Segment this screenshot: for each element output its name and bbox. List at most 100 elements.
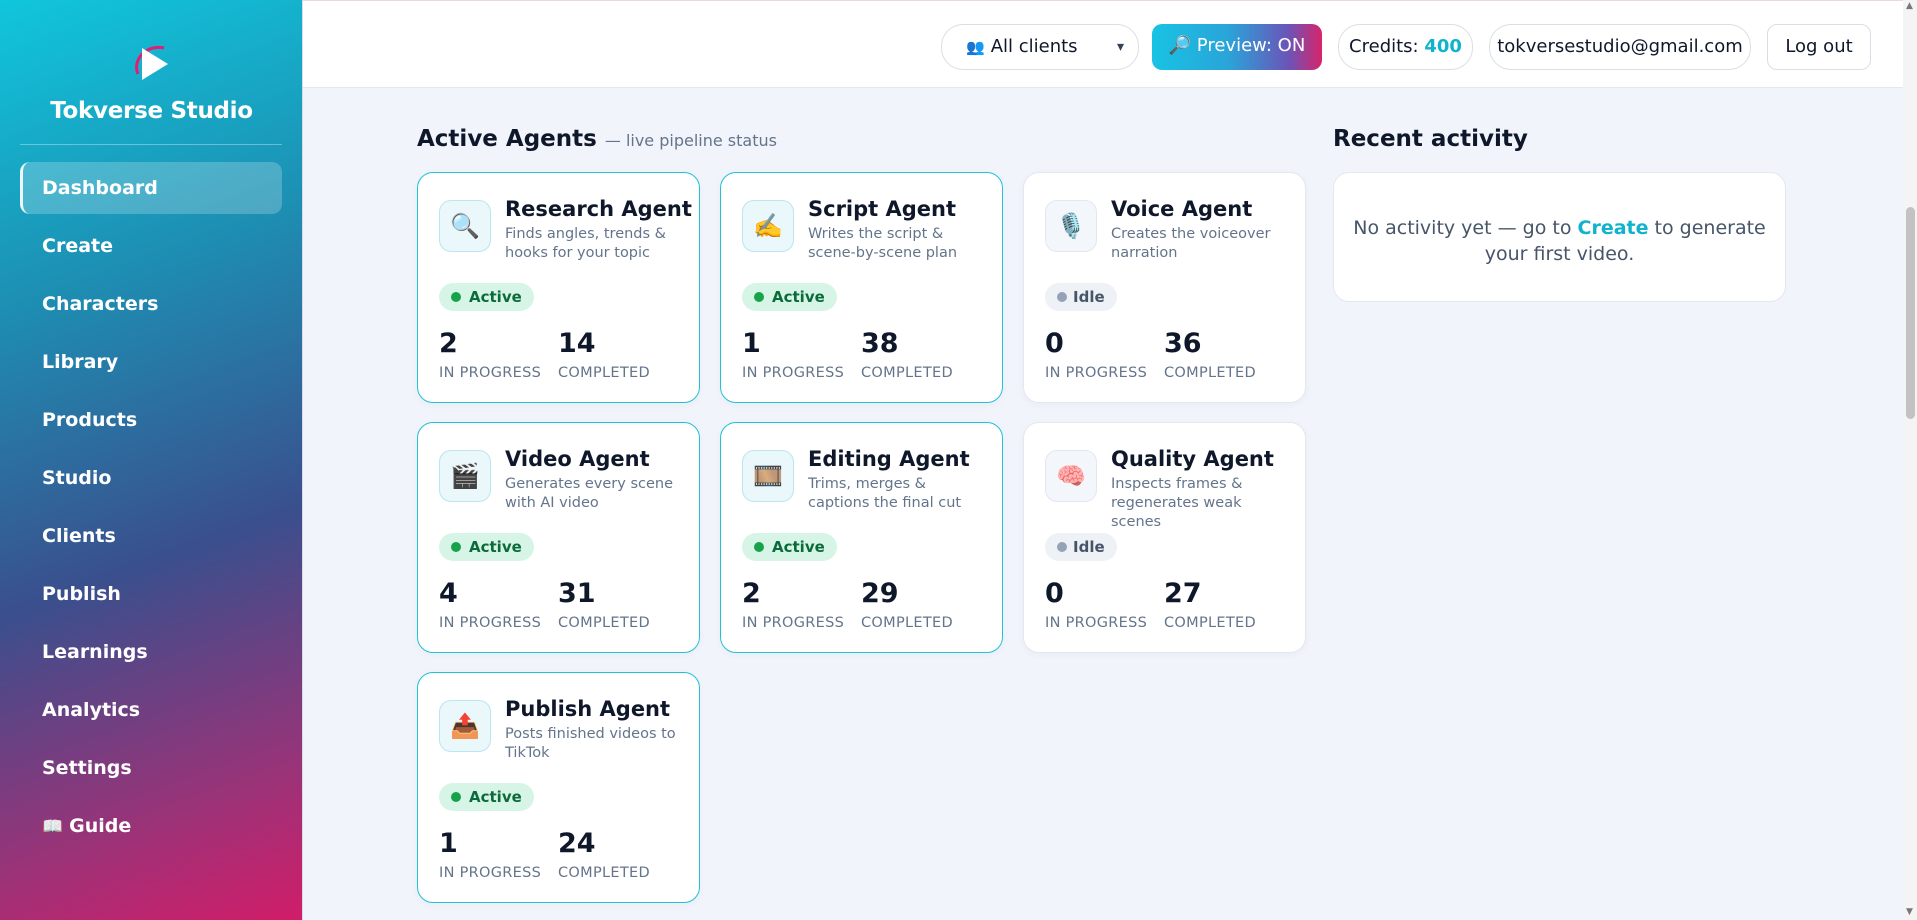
sidebar-item-library[interactable]: Library xyxy=(20,336,282,388)
scroll-up-arrow-icon[interactable]: ▲ xyxy=(1906,1,1913,11)
status-text: Active xyxy=(469,788,522,806)
agent-card-voice[interactable]: 🎙️ Voice Agent Creates the voiceover nar… xyxy=(1023,172,1306,403)
preview-toggle-button[interactable]: 🔎 Preview: ON xyxy=(1152,24,1322,70)
agent-description: Writes the script & scene-by-scene plan xyxy=(808,226,958,261)
status-badge: Idle xyxy=(1045,283,1117,311)
completed-count: 29 xyxy=(861,578,899,609)
brand-name: Tokverse Studio xyxy=(50,98,253,124)
brand[interactable]: Tokverse Studio xyxy=(0,40,303,124)
section-subtitle: — live pipeline status xyxy=(604,131,777,150)
sidebar-item-guide[interactable]: 📖 Guide xyxy=(20,800,282,852)
chevron-down-icon: ▾ xyxy=(1116,39,1124,55)
credits-value: 400 xyxy=(1424,36,1462,57)
agent-name: Research Agent xyxy=(505,197,692,221)
status-badge: Active xyxy=(439,533,534,561)
status-badge: Active xyxy=(439,283,534,311)
brain-icon: 🧠 xyxy=(1045,450,1097,502)
sidebar-item-dashboard[interactable]: Dashboard xyxy=(20,162,282,214)
agent-card-editing[interactable]: 🎞️ Editing Agent Trims, merges & caption… xyxy=(720,422,1003,653)
in-progress-count: 1 xyxy=(742,328,761,359)
in-progress-label: IN PROGRESS xyxy=(439,865,542,881)
agent-description: Generates every scene with AI video xyxy=(505,476,674,511)
completed-label: COMPLETED xyxy=(861,365,953,381)
status-text: Idle xyxy=(1073,288,1105,306)
sidebar-item-label: Library xyxy=(42,351,119,373)
in-progress-count: 0 xyxy=(1045,328,1064,359)
account-email[interactable]: tokversestudio@gmail.com xyxy=(1489,24,1751,70)
empty-state-text: No activity yet — go to xyxy=(1353,217,1572,239)
status-dot xyxy=(1057,542,1067,552)
status-text: Active xyxy=(772,288,825,306)
section-title: Active Agents xyxy=(417,126,597,152)
microphone-icon: 🎙️ xyxy=(1045,200,1097,252)
status-dot xyxy=(451,542,461,552)
status-dot xyxy=(451,792,461,802)
credits-badge: Credits: 400 xyxy=(1338,24,1473,70)
topbar: 👥 All clients ▾ 🔎 Preview: ON Credits: 40… xyxy=(303,8,1917,88)
sidebar-nav: Dashboard Create Characters Library Prod… xyxy=(0,162,303,858)
sidebar-item-create[interactable]: Create xyxy=(20,220,282,272)
status-badge: Idle xyxy=(1045,533,1117,561)
sidebar-item-label: Learnings xyxy=(42,641,148,663)
sidebar-item-label: Publish xyxy=(42,583,121,605)
sidebar-item-studio[interactable]: Studio xyxy=(20,452,282,504)
people-icon: 👥 xyxy=(966,38,985,56)
status-dot xyxy=(451,292,461,302)
agent-name: Editing Agent xyxy=(808,447,970,471)
sidebar-item-characters[interactable]: Characters xyxy=(20,278,282,330)
status-badge: Active xyxy=(742,533,837,561)
completed-count: 24 xyxy=(558,828,596,859)
sidebar-item-learnings[interactable]: Learnings xyxy=(20,626,282,678)
active-agents-heading: Active Agents — live pipeline status xyxy=(417,126,777,152)
sidebar-item-products[interactable]: Products xyxy=(20,394,282,446)
agent-description: Trims, merges & captions the final cut xyxy=(808,476,962,511)
agent-card-video[interactable]: 🎬 Video Agent Generates every scene with… xyxy=(417,422,700,653)
in-progress-count: 2 xyxy=(439,328,458,359)
agent-card-research[interactable]: 🔍 Research Agent Finds angles, trends & … xyxy=(417,172,700,403)
sidebar-item-label: Clients xyxy=(42,525,116,547)
client-select-value: All clients xyxy=(990,36,1078,57)
in-progress-count: 4 xyxy=(439,578,458,609)
client-select[interactable]: 👥 All clients ▾ xyxy=(941,24,1139,70)
in-progress-label: IN PROGRESS xyxy=(742,615,845,631)
agent-name: Video Agent xyxy=(505,447,650,471)
agent-name: Quality Agent xyxy=(1111,447,1274,471)
agent-description: Inspects frames & regenerates weak scene… xyxy=(1111,476,1243,530)
agent-card-script[interactable]: ✍️ Script Agent Writes the script & scen… xyxy=(720,172,1003,403)
scrollbar[interactable]: ▲ ▼ xyxy=(1903,0,1917,920)
agent-description: Posts finished videos to TikTok xyxy=(505,726,676,761)
status-dot xyxy=(1057,292,1067,302)
agent-card-publish[interactable]: 📤 Publish Agent Posts finished videos to… xyxy=(417,672,700,903)
in-progress-count: 1 xyxy=(439,828,458,859)
agent-name: Publish Agent xyxy=(505,697,671,721)
sidebar-item-label: Create xyxy=(42,235,113,257)
completed-count: 38 xyxy=(861,328,899,359)
divider xyxy=(20,144,282,145)
sidebar-item-label: Guide xyxy=(69,815,132,837)
status-text: Active xyxy=(469,288,522,306)
sidebar-item-analytics[interactable]: Analytics xyxy=(20,684,282,736)
completed-label: COMPLETED xyxy=(1164,365,1256,381)
status-badge: Active xyxy=(742,283,837,311)
scrollbar-thumb[interactable] xyxy=(1906,207,1915,419)
sidebar-item-publish[interactable]: Publish xyxy=(20,568,282,620)
agent-card-quality[interactable]: 🧠 Quality Agent Inspects frames & regene… xyxy=(1023,422,1306,653)
status-text: Active xyxy=(772,538,825,556)
recent-activity-card: No activity yet — go to Create to genera… xyxy=(1333,172,1786,302)
book-icon: 📖 xyxy=(42,817,64,837)
completed-count: 27 xyxy=(1164,578,1202,609)
sidebar-item-settings[interactable]: Settings xyxy=(20,742,282,794)
logo-icon xyxy=(134,45,168,80)
topbar-edge xyxy=(303,0,1917,8)
status-text: Idle xyxy=(1073,538,1105,556)
scroll-down-arrow-icon[interactable]: ▼ xyxy=(1906,907,1913,917)
logout-button[interactable]: Log out xyxy=(1767,24,1871,70)
clapperboard-icon: 🎬 xyxy=(439,450,491,502)
magnifier-icon: 🔍 xyxy=(439,200,491,252)
completed-count: 31 xyxy=(558,578,596,609)
in-progress-count: 2 xyxy=(742,578,761,609)
agent-description: Creates the voiceover narration xyxy=(1111,226,1271,261)
completed-label: COMPLETED xyxy=(558,365,650,381)
sidebar-item-clients[interactable]: Clients xyxy=(20,510,282,562)
create-link[interactable]: Create xyxy=(1577,217,1649,239)
